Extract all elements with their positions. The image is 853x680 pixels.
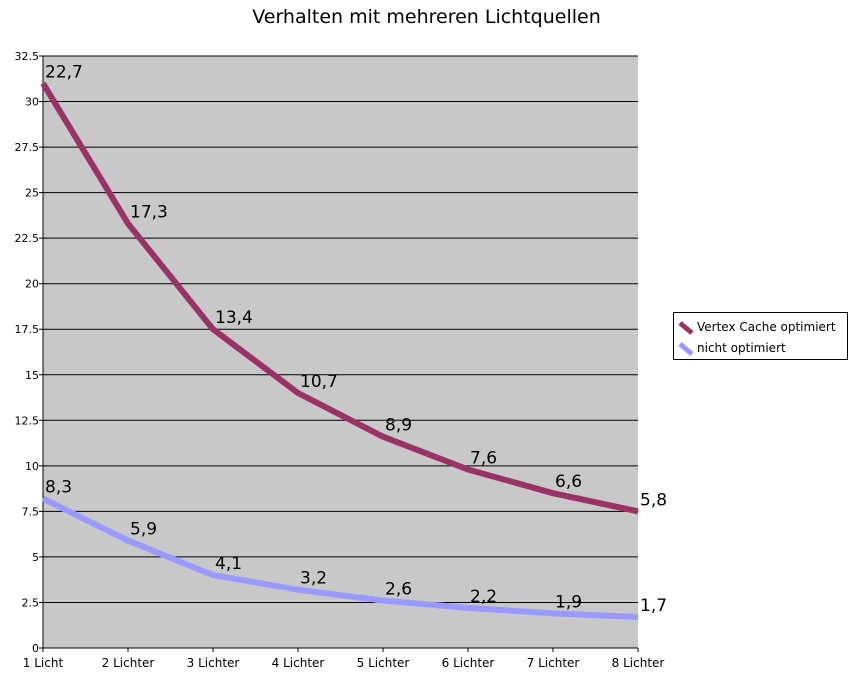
y-tick-label: 15 [25,369,39,382]
y-tick-label: 22.5 [15,232,40,245]
x-tick-label: 1 Licht [23,656,64,670]
y-tick-label: 27.5 [15,141,40,154]
x-tick-label: 5 Lichter [357,656,410,670]
y-tick-label: 0 [32,642,39,655]
y-tick-label: 7.5 [22,505,40,518]
x-tick-label: 6 Lichter [442,656,495,670]
data-label: 8,9 [385,416,412,436]
y-tick-label: 25 [25,187,39,200]
data-point [467,607,469,609]
data-point [42,82,44,84]
chart-legend: Vertex Cache optimiert nicht optimiert [673,312,848,360]
y-tick-label: 12.5 [15,414,40,427]
data-point [637,510,639,512]
y-tick-label: 17.5 [15,323,40,336]
data-point [382,600,384,602]
y-tick-label: 20 [25,278,39,291]
data-point [637,616,639,618]
data-point [212,574,214,576]
data-label: 1,9 [555,592,582,612]
data-label: 22,7 [45,62,83,82]
legend-swatch-vertex-cache [678,321,694,335]
x-tick-label: 2 Lichter [102,656,155,670]
chart-title: Verhalten mit mehreren Lichtquellen [252,6,601,28]
data-point [382,436,384,438]
data-point [552,612,554,614]
data-label: 7,6 [470,448,497,468]
data-label: 8,3 [45,478,72,498]
data-point [297,392,299,394]
data-point [42,498,44,500]
data-label: 2,2 [470,587,497,607]
legend-item-vertex-cache: Vertex Cache optimiert [674,318,847,336]
y-tick-label: 10 [25,460,39,473]
data-point [467,468,469,470]
series-line-1 [40,81,639,515]
data-label: 5,8 [640,490,667,510]
y-tick-label: 2.5 [22,596,40,609]
legend-item-nicht-optimiert: nicht optimiert [674,339,847,357]
plot-area [43,56,638,648]
x-tick-label: 3 Lichter [187,656,240,670]
data-label: 6,6 [555,472,582,492]
data-label: 13,4 [215,308,253,328]
data-label: 1,7 [640,596,667,616]
y-tick-label: 32.5 [15,50,40,63]
y-tick-label: 5 [32,551,39,564]
data-point [297,589,299,591]
data-label: 10,7 [300,372,338,392]
data-label: 4,1 [215,554,242,574]
x-tick-label: 4 Lichter [272,656,325,670]
data-label: 5,9 [130,520,157,540]
data-point [552,492,554,494]
data-label: 17,3 [130,203,168,223]
data-point [127,223,129,225]
data-point [127,540,129,542]
series-line-2 [41,495,639,620]
x-tick-label: 7 Lichter [527,656,580,670]
y-tick-label: 30 [25,96,39,109]
data-point [212,328,214,330]
data-label: 3,2 [300,569,327,589]
legend-swatch-nicht-optimiert [678,342,694,356]
legend-label-vertex-cache: Vertex Cache optimiert [697,320,836,334]
legend-label-nicht-optimiert: nicht optimiert [697,341,786,355]
x-tick-label: 8 Lichter [612,656,665,670]
data-label: 2,6 [385,580,412,600]
